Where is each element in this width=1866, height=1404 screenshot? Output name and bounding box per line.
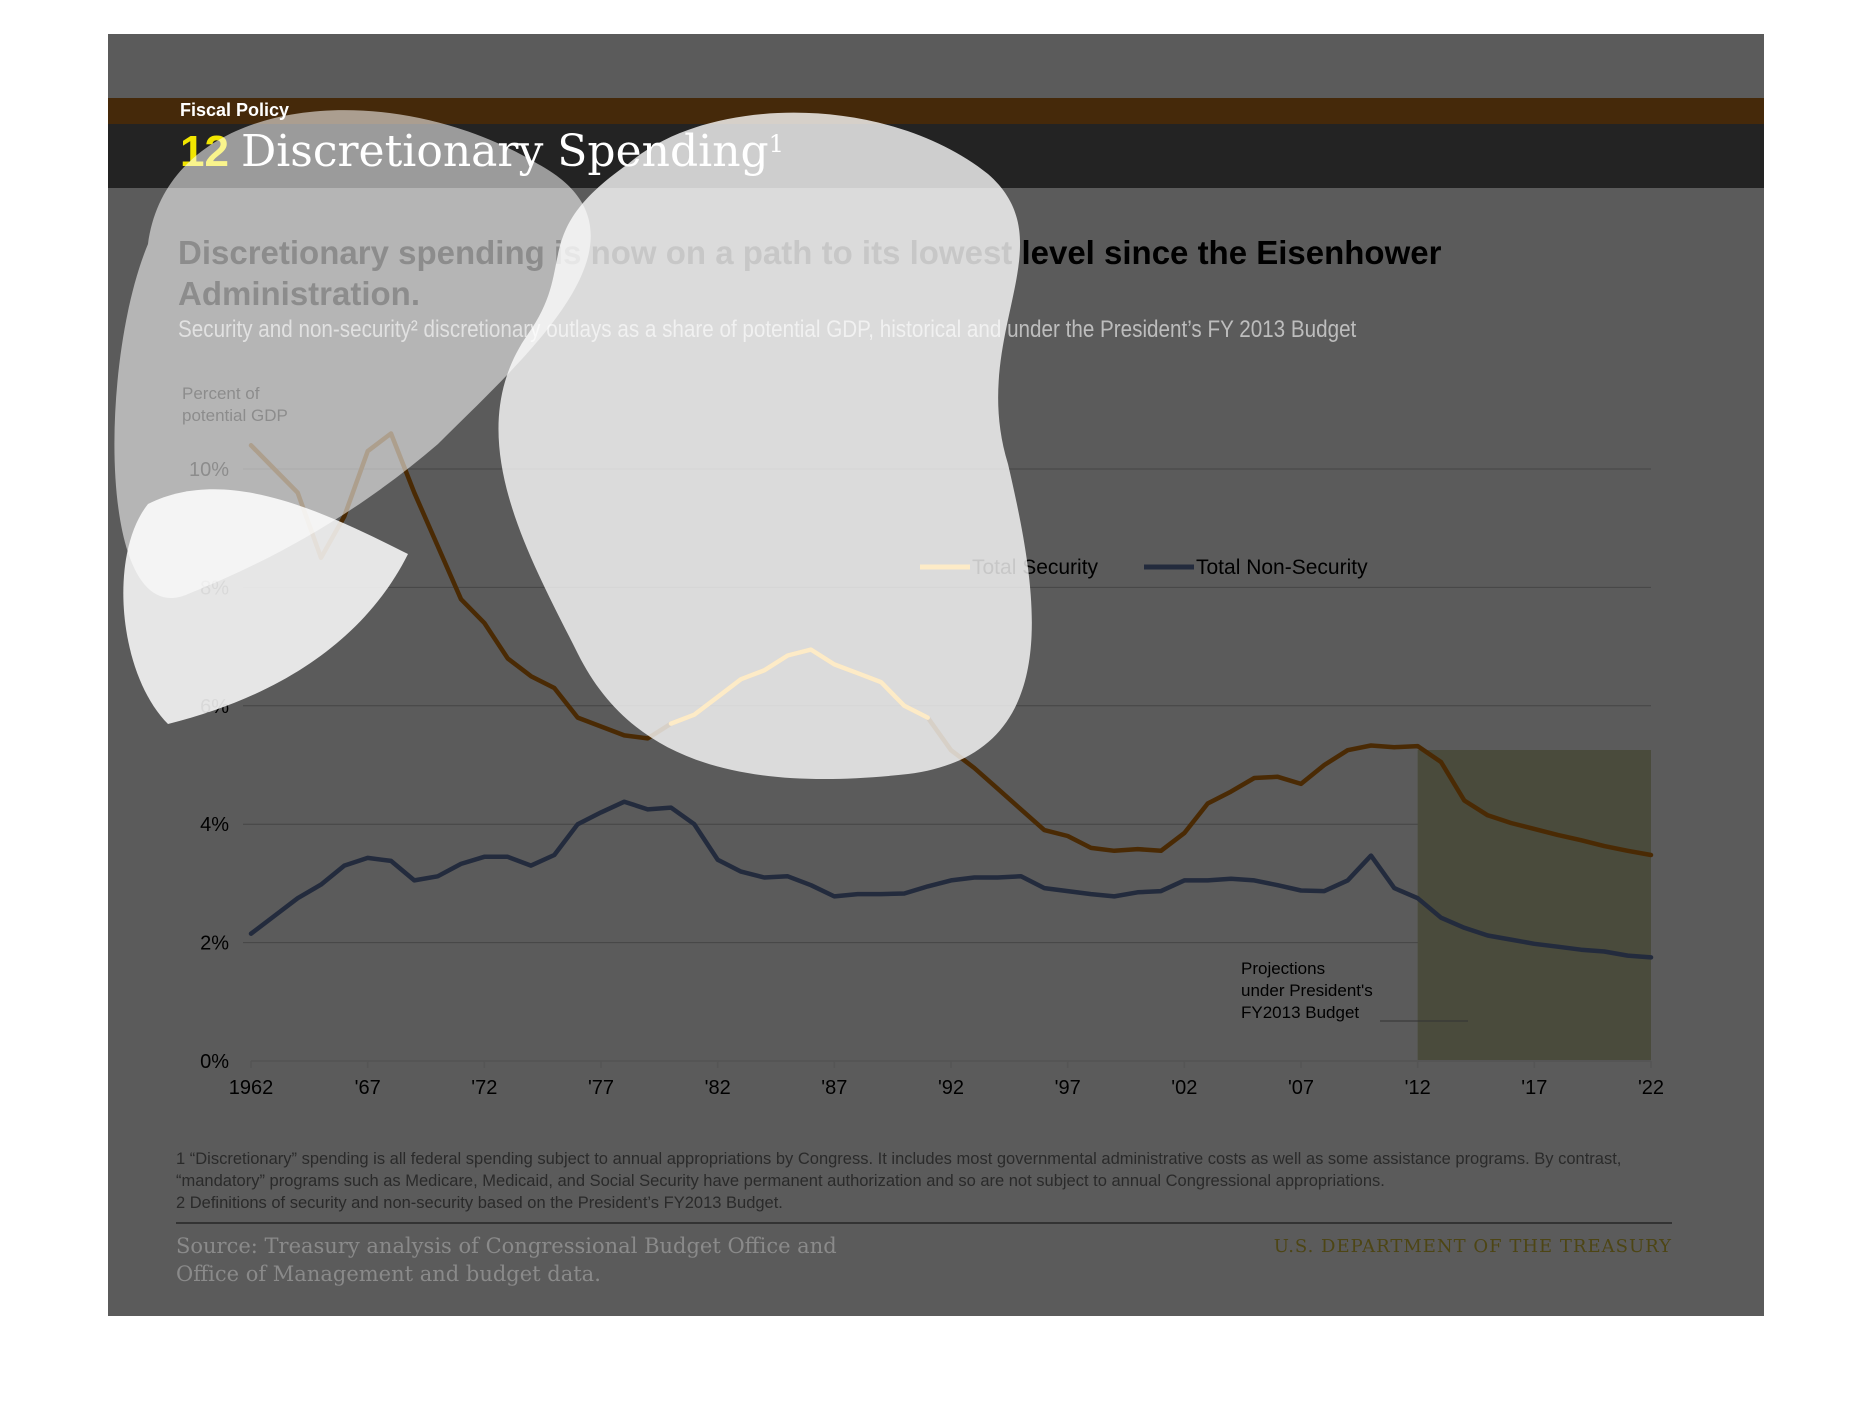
projection-shade <box>1417 750 1651 1061</box>
agency-name: U.S. DEPARTMENT OF THE TREASURY <box>1273 1236 1672 1257</box>
footnotes: 1 “Discretionary” spending is all federa… <box>176 1148 1676 1214</box>
y-tick-label: 2% <box>200 933 229 955</box>
x-tick-label: '02 <box>1171 1077 1197 1099</box>
x-tick-label: '97 <box>1055 1077 1081 1099</box>
legend-label-non-security: Total Non-Security <box>1196 556 1368 579</box>
x-tick-label: '72 <box>471 1077 497 1099</box>
x-tick-label: '92 <box>938 1077 964 1099</box>
legend-label-security: Total Security <box>972 556 1099 579</box>
x-tick-label: '67 <box>355 1077 381 1099</box>
chart: 0% 2% 4% 6% 8% 10% 1962 '67 '72 '77 '82 '87 '92 '97 '0… <box>182 384 1664 1099</box>
x-tick-label: '17 <box>1521 1077 1547 1099</box>
y-tick-label: 6% <box>200 696 229 718</box>
y-axis-label-line1: Percent of <box>182 384 260 403</box>
footnote-2: 2 Definitions of security and non-securi… <box>176 1194 783 1212</box>
projection-note-line: Projections <box>1241 959 1325 978</box>
x-tick-label: '87 <box>821 1077 847 1099</box>
y-tick-label: 4% <box>200 814 229 836</box>
x-tick-label: '22 <box>1638 1077 1664 1099</box>
x-tick-label: '77 <box>588 1077 614 1099</box>
projection-note: Projections under President's FY2013 Budge… <box>1241 959 1468 1022</box>
series-line-total-non-security <box>248 799 1654 960</box>
x-tick-label: '82 <box>705 1077 731 1099</box>
y-tick-label: 0% <box>200 1051 229 1073</box>
x-tick-label: '07 <box>1288 1077 1314 1099</box>
footnote-1: 1 “Discretionary” spending is all federa… <box>176 1150 1622 1190</box>
x-tick-label: 1962 <box>229 1077 274 1099</box>
y-tick-label: 10% <box>189 459 229 481</box>
source-note: Source: Treasury analysis of Congression… <box>176 1234 837 1286</box>
y-axis-label-line2: potential GDP <box>182 406 288 425</box>
x-tick-label: '12 <box>1405 1077 1431 1099</box>
slide: Fiscal Policy 12 Discretionary Spending1 … <box>108 34 1764 1316</box>
footer-divider <box>176 1222 1672 1224</box>
projection-note-line: under President's <box>1241 981 1373 1000</box>
projection-note-line: FY2013 Budget <box>1241 1003 1359 1022</box>
y-tick-label: 8% <box>200 577 229 599</box>
series-line-total-security-highlight <box>668 647 930 726</box>
legend: Total Security Total Non-Security <box>920 556 1368 579</box>
